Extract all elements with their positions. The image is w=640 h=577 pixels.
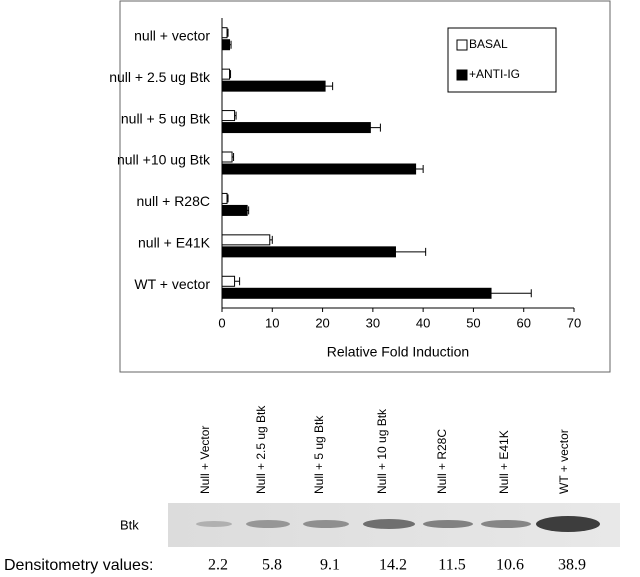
legend-box xyxy=(447,27,557,93)
error-bar xyxy=(395,247,427,256)
error-bar xyxy=(247,206,250,215)
x-tick-label: 70 xyxy=(567,315,581,330)
legend-label: BASAL xyxy=(469,37,508,51)
lane-label: Null + 2.5 ug Btk xyxy=(254,405,268,494)
error-bar xyxy=(229,70,232,79)
x-tick-label: 20 xyxy=(315,315,329,330)
bar xyxy=(221,246,396,258)
error-bar xyxy=(227,28,229,37)
bar xyxy=(221,80,326,92)
bar xyxy=(221,287,492,299)
x-tick-label: 50 xyxy=(466,315,480,330)
x-tick-label: 30 xyxy=(366,315,380,330)
bar xyxy=(221,110,236,122)
bar xyxy=(221,68,231,80)
error-bar xyxy=(234,277,241,286)
x-tick-label: 40 xyxy=(416,315,430,330)
densitometry-value: 9.1 xyxy=(320,557,340,574)
bar xyxy=(221,27,228,39)
chart-frame xyxy=(119,0,611,373)
densitometry-value: 38.9 xyxy=(558,557,586,574)
error-bar xyxy=(227,194,229,203)
lane-label: Null + R28C xyxy=(435,429,449,494)
blot-band xyxy=(246,520,290,528)
x-tick-label: 0 xyxy=(218,315,225,330)
densitometry-value: 14.2 xyxy=(379,557,407,574)
densitometry-value: 10.6 xyxy=(496,557,524,574)
y-tick-label: null + 2.5 ug Btk xyxy=(109,69,211,85)
bar xyxy=(221,122,371,134)
error-bar xyxy=(232,153,235,161)
y-tick-label: null + 5 ug Btk xyxy=(121,110,211,126)
error-bar xyxy=(415,165,424,173)
y-tick-label: null + vector xyxy=(134,27,210,43)
bar xyxy=(221,151,233,163)
blot-band xyxy=(423,520,473,528)
lane-label: Null + 5 ug Btk xyxy=(312,415,326,494)
y-tick-label: WT + vector xyxy=(134,276,210,292)
blot-band xyxy=(481,520,531,528)
lane-label: Null + Vector xyxy=(198,426,212,494)
bar xyxy=(221,192,228,204)
y-tick-label: null +10 ug Btk xyxy=(117,152,211,168)
y-tick-label: null + R28C xyxy=(136,193,210,209)
legend-swatch xyxy=(456,39,468,51)
densitometry-label: Densitometry values: xyxy=(4,557,153,574)
legend-swatch xyxy=(456,69,468,81)
bar xyxy=(221,275,236,287)
bar xyxy=(221,234,271,246)
bar xyxy=(221,163,417,175)
lane-label: WT + vector xyxy=(557,429,571,494)
densitometry-value: 11.5 xyxy=(438,557,465,574)
error-bar xyxy=(229,40,232,49)
blot-band xyxy=(196,521,232,527)
lane-label: Null + 10 ug Btk xyxy=(375,408,389,494)
error-bar xyxy=(234,111,237,120)
error-bar xyxy=(491,289,532,298)
error-bar xyxy=(370,123,381,132)
legend-label: +ANTI-IG xyxy=(469,67,520,81)
error-bar xyxy=(269,235,273,244)
blot-row-label: Btk xyxy=(120,517,139,532)
lane-label: Null + E41K xyxy=(497,430,511,494)
y-tick-label: null + E41K xyxy=(138,235,211,251)
blot-band xyxy=(303,520,349,528)
x-axis-label: Relative Fold Induction xyxy=(327,344,469,360)
x-tick-label: 60 xyxy=(516,315,530,330)
blot-band xyxy=(536,516,600,532)
x-tick-label: 10 xyxy=(265,315,279,330)
bar xyxy=(221,204,248,216)
blot-band xyxy=(363,519,415,529)
bar xyxy=(221,39,231,51)
densitometry-value: 2.2 xyxy=(208,557,228,574)
error-bar xyxy=(325,82,334,91)
densitometry-value: 5.8 xyxy=(262,557,282,574)
